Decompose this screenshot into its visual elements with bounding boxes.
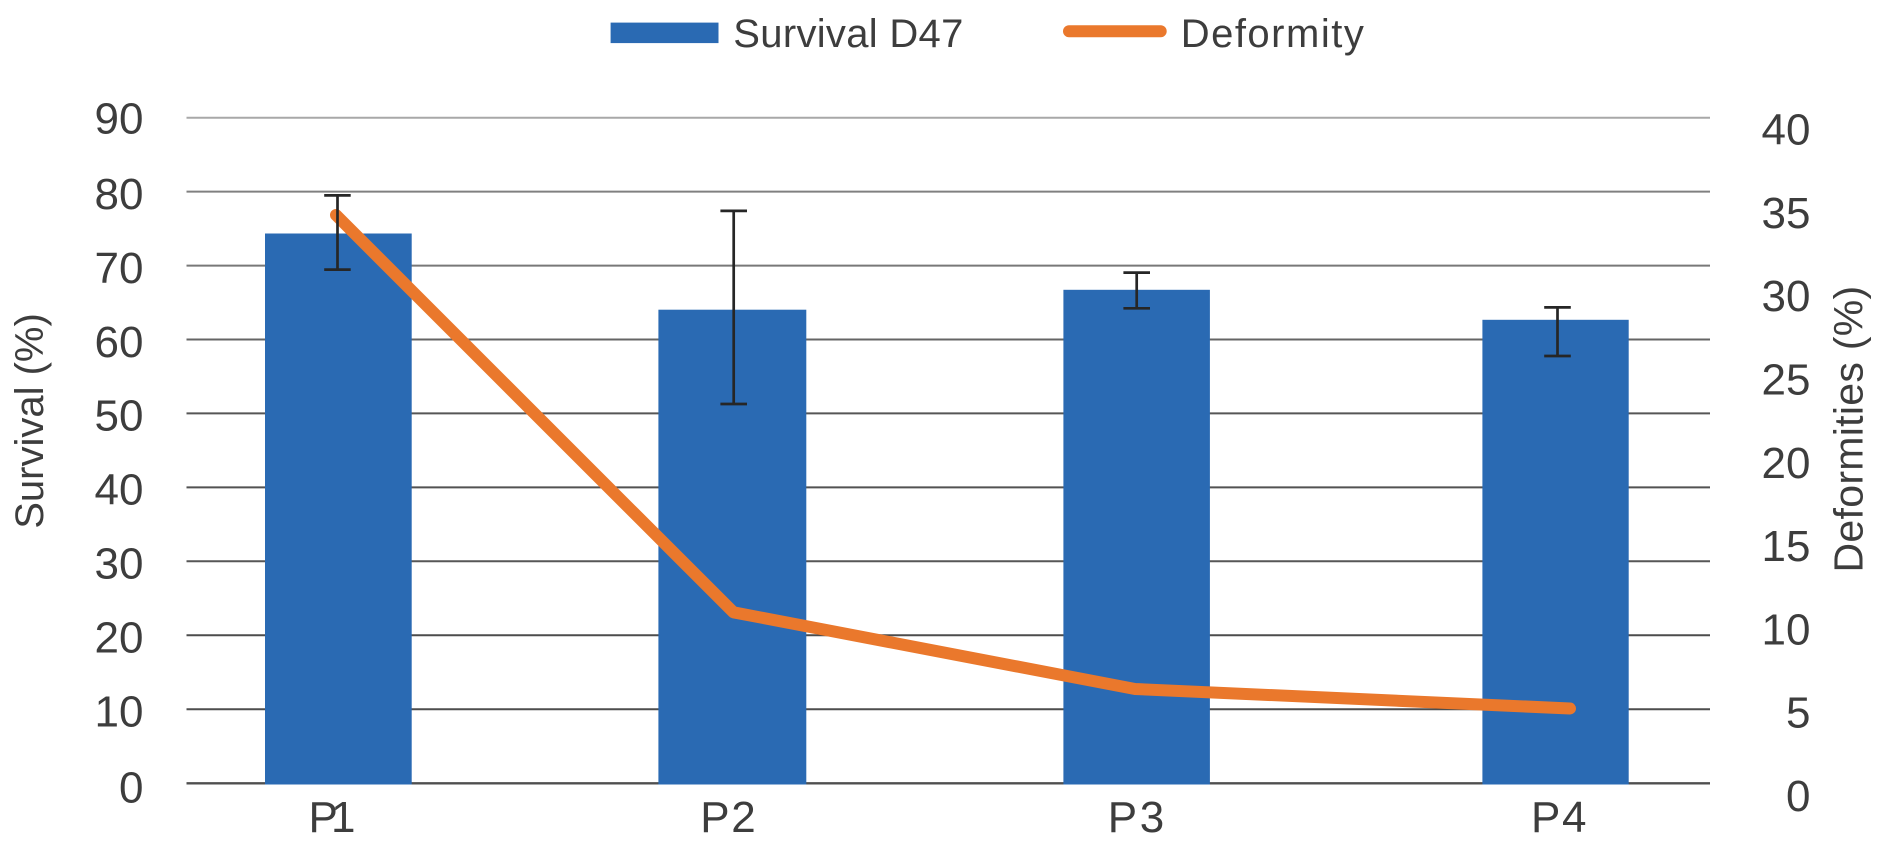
svg-text:40: 40 <box>1762 106 1811 155</box>
svg-text:Survival D47: Survival D47 <box>733 12 963 56</box>
svg-text:20: 20 <box>95 614 144 663</box>
svg-text:Deformity: Deformity <box>1181 12 1366 56</box>
svg-text:P2: P2 <box>700 793 756 842</box>
svg-text:Survival (%): Survival (%) <box>8 313 52 529</box>
svg-text:40: 40 <box>95 466 144 515</box>
svg-text:70: 70 <box>95 244 144 293</box>
svg-text:90: 90 <box>95 95 144 144</box>
svg-text:30: 30 <box>1762 272 1811 321</box>
svg-text:P1: P1 <box>309 793 356 842</box>
svg-text:25: 25 <box>1762 356 1811 405</box>
svg-text:P4: P4 <box>1531 793 1587 842</box>
svg-text:60: 60 <box>95 318 144 367</box>
svg-text:80: 80 <box>95 170 144 219</box>
svg-text:35: 35 <box>1762 189 1811 238</box>
svg-text:5: 5 <box>1786 689 1810 738</box>
svg-text:0: 0 <box>1786 772 1810 821</box>
svg-text:10: 10 <box>95 688 144 737</box>
svg-text:30: 30 <box>95 540 144 589</box>
svg-text:15: 15 <box>1762 522 1811 571</box>
svg-text:20: 20 <box>1762 439 1811 488</box>
svg-text:P3: P3 <box>1108 793 1165 842</box>
svg-text:Deformities (%): Deformities (%) <box>1826 286 1872 573</box>
svg-text:10: 10 <box>1762 605 1811 654</box>
svg-text:50: 50 <box>95 392 144 441</box>
svg-text:0: 0 <box>119 764 143 813</box>
